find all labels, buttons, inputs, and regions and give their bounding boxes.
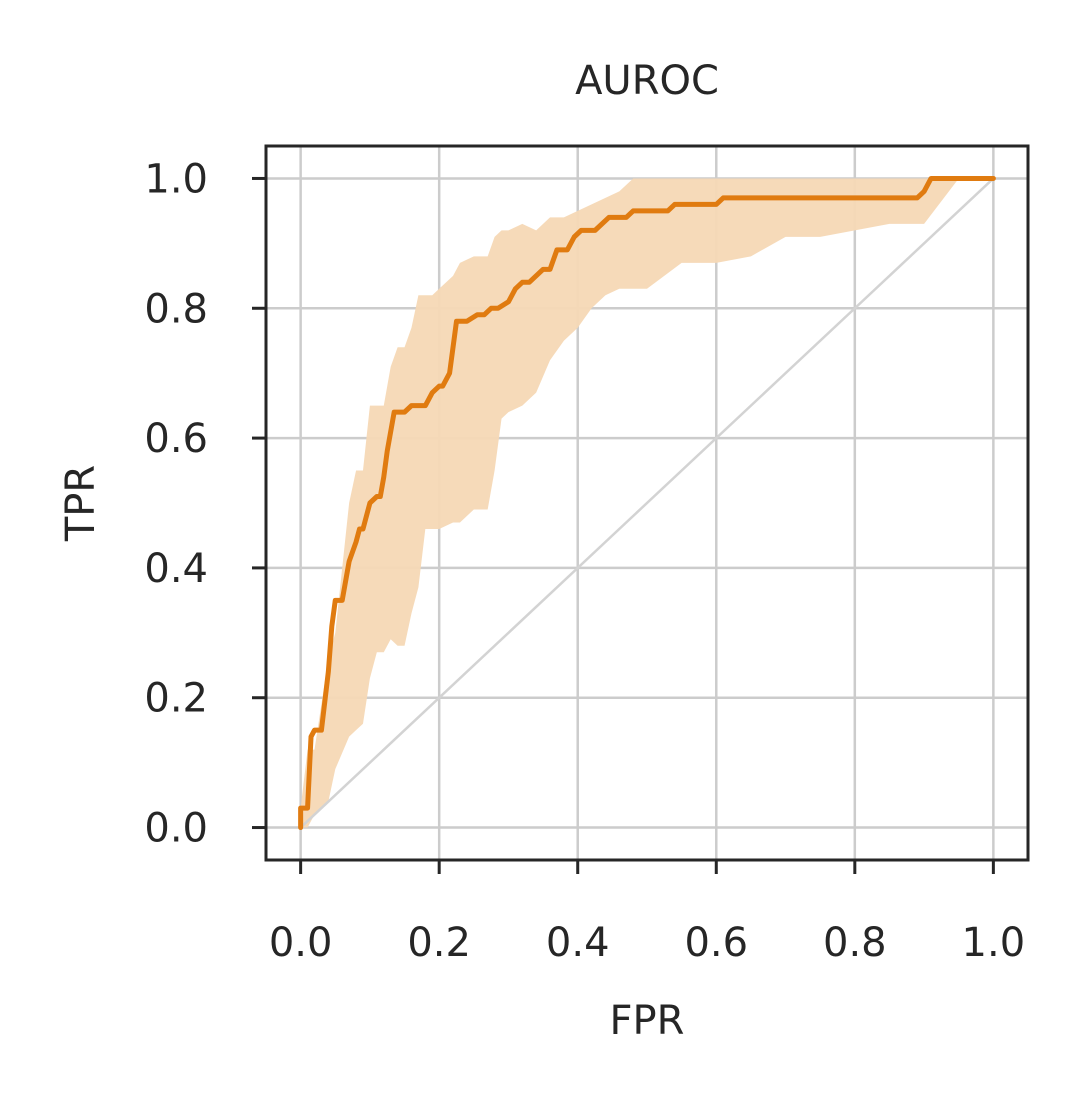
- y-tick-label: 0.0: [144, 806, 208, 852]
- x-tick-label: 0.6: [684, 920, 748, 966]
- x-tick-label: 0.4: [546, 920, 610, 966]
- x-ticks: 0.0 0.2 0.4 0.6 0.8 1.0: [269, 860, 1025, 966]
- roc-curve-line: [298, 175, 996, 831]
- y-tick-label: 1.0: [144, 156, 208, 202]
- y-tick-label: 0.4: [144, 546, 208, 592]
- x-tick-label: 1.0: [962, 920, 1026, 966]
- x-tick-label: 0.2: [407, 920, 471, 966]
- y-ticks: 0.0 0.2 0.4 0.6 0.8 1.0: [144, 156, 266, 852]
- x-tick-label: 0.8: [823, 920, 887, 966]
- y-tick-label: 0.6: [144, 416, 208, 462]
- x-axis-label: FPR: [610, 998, 685, 1044]
- confidence-band: [300, 178, 994, 828]
- diagonal-line: [299, 177, 995, 829]
- confidence-band-area: [300, 178, 994, 828]
- x-tick-label: 0.0: [269, 920, 333, 966]
- roc-series: [298, 175, 996, 831]
- plot-frame: [264, 144, 1030, 862]
- y-tick-label: 0.2: [144, 676, 208, 722]
- chart-title: AUROC: [575, 58, 719, 104]
- chance-diagonal: [299, 177, 995, 829]
- y-axis-label: TPR: [58, 465, 104, 542]
- y-tick-label: 0.8: [144, 286, 208, 332]
